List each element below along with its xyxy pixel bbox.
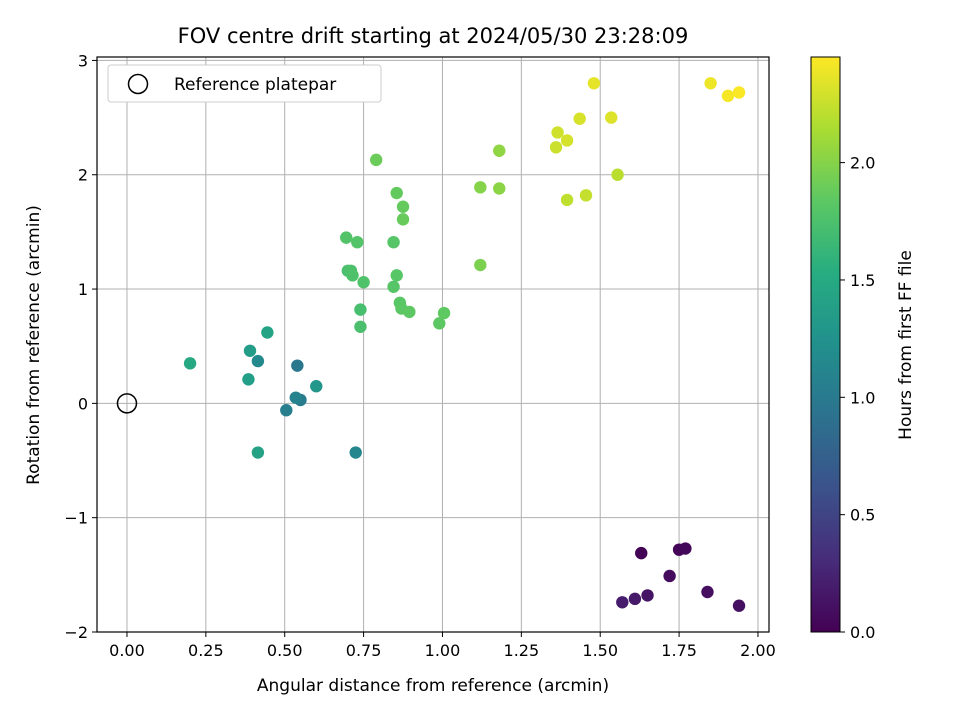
scatter-point <box>616 596 629 609</box>
colorbar-tick-label: 0.0 <box>850 623 875 642</box>
colorbar-tick-label: 2.0 <box>850 154 875 173</box>
scatter-point <box>370 153 383 167</box>
scatter-point <box>474 181 487 194</box>
plot-area <box>96 56 770 633</box>
y-tick-label: 3 <box>78 51 88 70</box>
scatter-point <box>390 186 403 200</box>
scatter-point <box>251 354 265 368</box>
scatter-point <box>243 344 257 357</box>
scatter-point <box>628 592 642 606</box>
scatter-point <box>346 269 359 282</box>
scatter-point <box>573 112 586 125</box>
y-tick-label: −2 <box>64 623 88 642</box>
colorbar: 0.0 0.5 1.0 1.5 2.0 Hours from first FF file <box>810 56 916 642</box>
x-tick-label: 0.00 <box>109 641 145 660</box>
scatter-point <box>351 235 364 249</box>
scatter-point <box>349 446 362 459</box>
x-tick-label: 2.00 <box>740 641 776 660</box>
scatter-point <box>396 200 410 213</box>
colorbar-label: Hours from first FF file <box>896 250 916 440</box>
x-axis-ticks: 0.00 0.25 0.50 0.75 1.00 1.25 1.50 1.75 2.00 <box>109 632 776 660</box>
scatter-point <box>340 231 353 244</box>
scatter-point <box>605 111 618 124</box>
scatter-point <box>551 126 564 139</box>
legend-marker-icon <box>127 73 149 95</box>
scatter-point <box>261 326 274 339</box>
scatter-point <box>396 213 410 226</box>
scatter-point <box>701 585 714 599</box>
y-tick-label: 0 <box>78 394 88 413</box>
scatter-point <box>721 89 735 103</box>
scatter-point <box>635 546 648 560</box>
scatter-point <box>587 77 601 90</box>
colorbar-tick-label: 0.5 <box>850 506 875 525</box>
scatter-point <box>354 303 367 316</box>
scatter-point <box>641 589 654 602</box>
x-tick-label: 1.50 <box>582 641 618 660</box>
scatter-point <box>579 189 593 202</box>
scatter-points <box>183 77 746 612</box>
legend-entry-label: Reference platepar <box>174 75 336 95</box>
x-tick-label: 0.75 <box>346 641 382 660</box>
legend-box <box>107 64 382 103</box>
scatter-point <box>390 269 403 282</box>
y-tick-label: −1 <box>64 509 88 528</box>
colorbar-tick-label: 1.0 <box>850 388 875 407</box>
x-tick-label: 0.50 <box>267 641 303 660</box>
gridlines <box>97 57 769 633</box>
scatter-point <box>280 404 293 417</box>
scatter-point <box>549 141 563 154</box>
x-tick-label: 1.25 <box>504 641 540 660</box>
plot-frame <box>96 56 770 633</box>
x-tick-label: 1.75 <box>661 641 697 660</box>
scatter-point <box>387 280 400 293</box>
scatter-point <box>242 373 255 386</box>
scatter-point <box>183 357 197 370</box>
scatter-point <box>387 235 400 249</box>
scatter-point <box>493 182 506 195</box>
scatter-point <box>403 305 416 319</box>
colorbar-ticks: 0.0 0.5 1.0 1.5 2.0 <box>840 154 875 642</box>
scatter-point <box>732 599 746 612</box>
colorbar-gradient <box>810 56 841 633</box>
scatter-point <box>251 446 265 459</box>
scatter-point <box>437 306 451 320</box>
scatter-point <box>732 86 746 99</box>
scatter-point <box>310 380 323 393</box>
scatter-point <box>357 275 370 289</box>
colorbar-tick-label: 1.5 <box>850 271 875 290</box>
scatter-point <box>354 320 367 333</box>
scatter-point <box>611 168 624 181</box>
scatter-point <box>493 144 506 157</box>
scatter-point <box>704 77 717 90</box>
scatter-point <box>474 258 487 272</box>
scatter-point <box>663 569 676 583</box>
legend: Reference platepar <box>107 64 382 103</box>
scatter-point <box>291 359 304 372</box>
x-tick-label: 0.25 <box>188 641 224 660</box>
y-tick-label: 2 <box>78 166 88 185</box>
chart-title: FOV centre drift starting at 2024/05/30 … <box>178 24 689 48</box>
scatter-point <box>433 317 446 330</box>
scatter-point <box>560 193 574 207</box>
x-axis-label: Angular distance from reference (arcmin) <box>257 676 609 696</box>
scatter-point <box>560 134 574 147</box>
y-axis-label: Rotation from reference (arcmin) <box>24 205 44 485</box>
reference-point-marker <box>116 393 138 414</box>
y-axis-ticks: −2 −1 0 1 2 3 <box>64 51 97 642</box>
y-tick-label: 1 <box>78 280 88 299</box>
scatter-point <box>289 391 302 404</box>
x-tick-label: 1.00 <box>425 641 461 660</box>
scatter-point <box>679 542 692 555</box>
